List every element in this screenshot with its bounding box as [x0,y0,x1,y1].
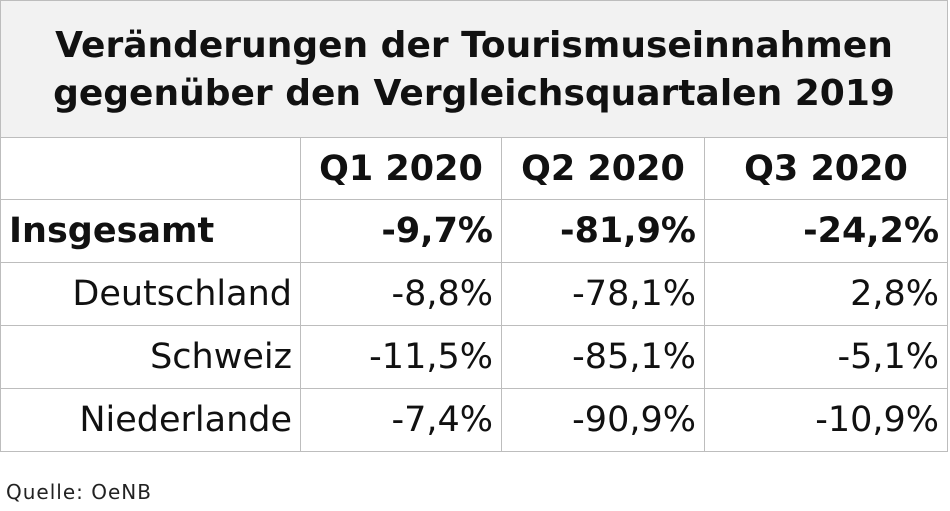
table-row: Niederlande -7,4% -90,9% -10,9% [0,388,949,452]
row-label: Schweiz [0,325,301,389]
cell-value: -9,7% [300,199,502,263]
row-label: Deutschland [0,262,301,326]
title-line-1: Veränderungen der Tourismuseinnahmen [55,25,893,66]
row-label: Insgesamt [0,199,301,263]
cell-value: -11,5% [300,325,502,389]
column-header-q1: Q1 2020 [300,137,502,200]
header-row: Q1 2020 Q2 2020 Q3 2020 [0,137,949,200]
row-label: Niederlande [0,388,301,452]
cell-value: -5,1% [703,325,949,389]
cell-value: -85,1% [501,325,705,389]
source-note: Quelle: OeNB [6,480,152,504]
cell-value: 2,8% [703,262,949,326]
cell-value: -10,9% [703,388,949,452]
table-row: Deutschland -8,8% -78,1% 2,8% [0,262,949,326]
table-row: Schweiz -11,5% -85,1% -5,1% [0,325,949,389]
cell-value: -8,8% [300,262,502,326]
tourism-revenue-table: Veränderungen der Tourismuseinnahmen geg… [0,0,949,452]
table-row-total: Insgesamt -9,7% -81,9% -24,2% [0,199,949,263]
cell-value: -7,4% [300,388,502,452]
cell-value: -90,9% [501,388,705,452]
title-line-2: gegenüber den Vergleichsquartalen 2019 [53,73,895,114]
table-title: Veränderungen der Tourismuseinnahmen geg… [0,0,949,138]
cell-value: -81,9% [501,199,705,263]
column-header-q2: Q2 2020 [501,137,705,200]
cell-value: -78,1% [501,262,705,326]
cell-value: -24,2% [703,199,949,263]
header-empty [0,137,301,200]
column-header-q3: Q3 2020 [703,137,949,200]
